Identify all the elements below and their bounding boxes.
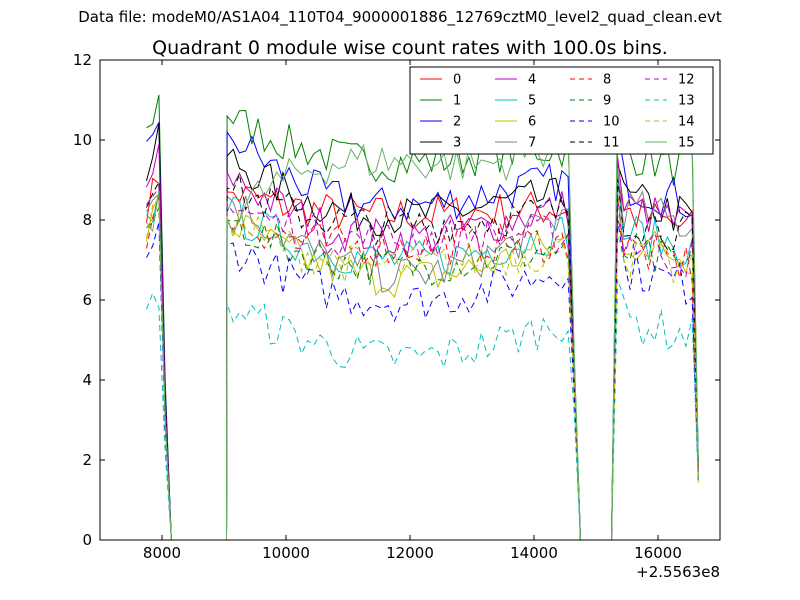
x-axis-offset-label: +2.5563e8	[636, 563, 720, 581]
chart-title: Quadrant 0 module wise count rates with …	[152, 37, 668, 59]
y-tick-label: 4	[82, 371, 92, 389]
y-tick-label: 8	[82, 211, 92, 229]
legend-label: 9	[603, 94, 611, 109]
series-line-11	[146, 172, 699, 541]
series-line-15	[146, 94, 699, 541]
legend-label: 3	[453, 136, 461, 151]
legend-label: 11	[603, 136, 620, 151]
legend-label: 4	[528, 73, 536, 88]
legend-label: 12	[678, 73, 695, 88]
legend-label: 14	[678, 115, 695, 130]
legend-box	[409, 66, 714, 155]
legend-label: 13	[678, 94, 695, 109]
legend-label: 7	[528, 136, 536, 151]
y-tick-label: 10	[73, 131, 92, 149]
series-line-14	[146, 204, 699, 541]
y-tick-label: 6	[82, 291, 92, 309]
series-line-12	[146, 186, 699, 541]
y-tick-label: 2	[82, 451, 92, 469]
legend-label: 8	[603, 73, 611, 88]
legend-label: 10	[603, 115, 620, 130]
series-line-8	[146, 196, 699, 541]
x-tick-label: 8000	[143, 544, 181, 562]
legend-label: 15	[678, 136, 695, 151]
legend-label: 0	[453, 73, 461, 88]
y-tick-label: 12	[73, 51, 92, 69]
x-tick-label: 10000	[262, 544, 310, 562]
legend-label: 6	[528, 115, 536, 130]
series-line-13	[146, 279, 699, 541]
series-layer	[146, 94, 699, 541]
x-tick-label: 14000	[510, 544, 558, 562]
y-tick-label: 0	[82, 531, 92, 549]
legend-label: 5	[528, 94, 536, 109]
x-tick-label: 12000	[386, 544, 434, 562]
legend-label: 2	[453, 115, 461, 130]
x-tick-label: 16000	[634, 544, 682, 562]
file-title: Data file: modeM0/AS1A04_110T04_90000018…	[78, 8, 722, 26]
legend-label: 1	[453, 94, 461, 109]
